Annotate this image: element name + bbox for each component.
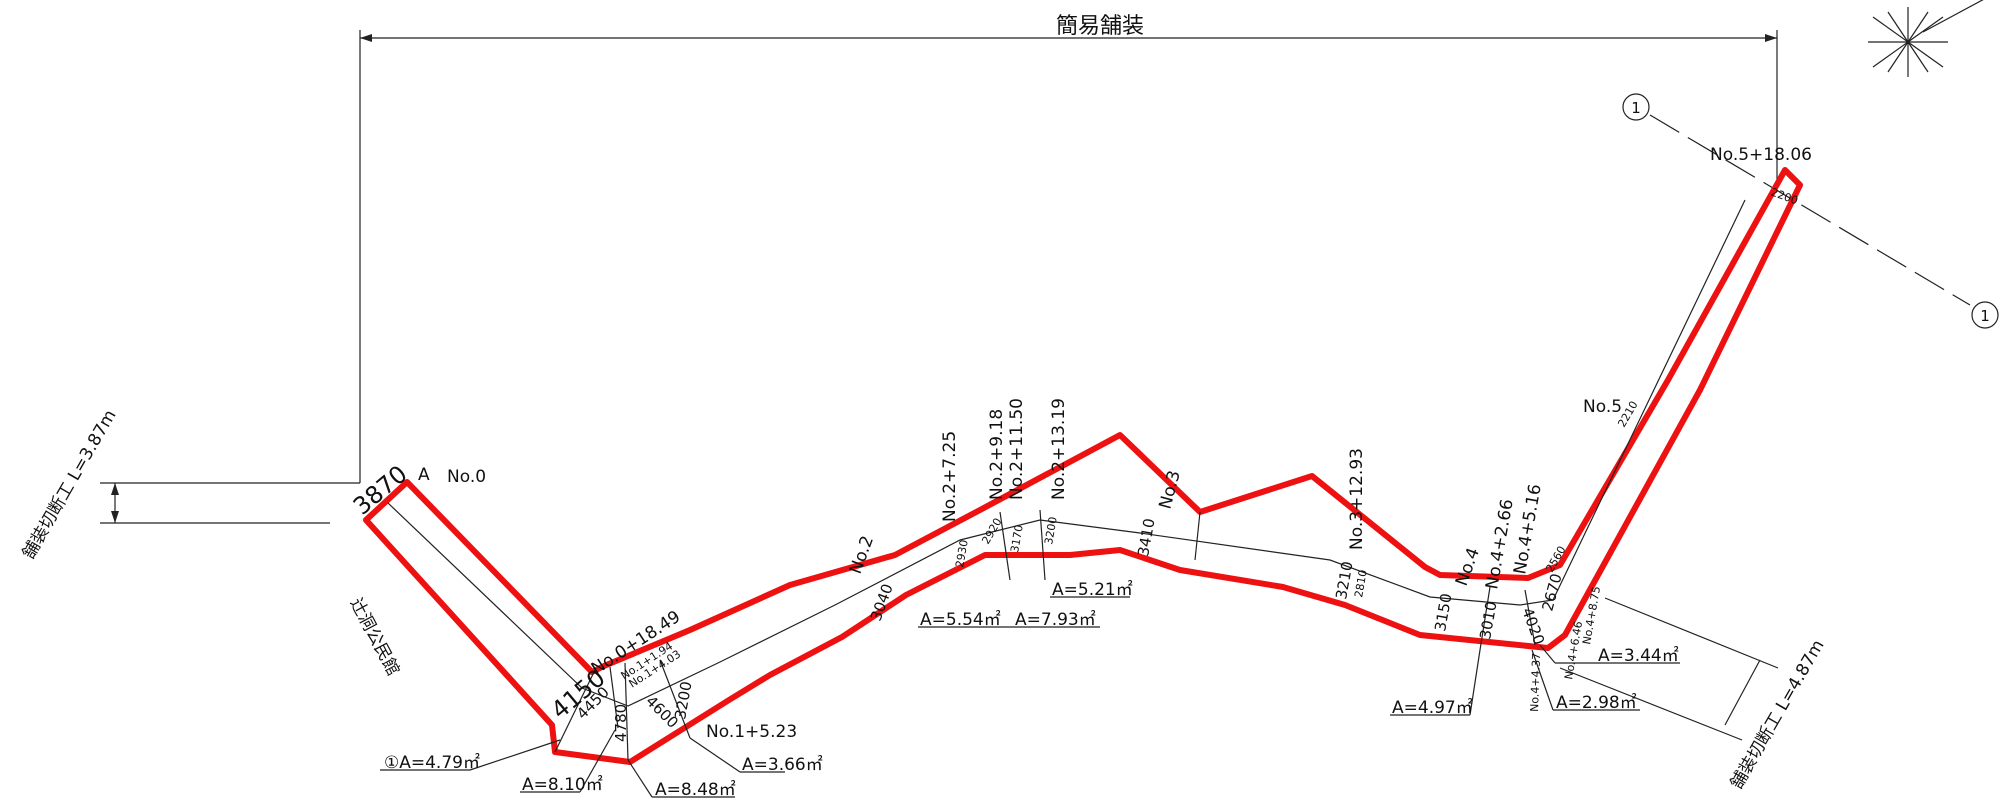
width-3170: 3170 <box>1008 524 1026 554</box>
station-no2: No.2 <box>846 533 878 577</box>
width-2930: 2930 <box>953 539 971 569</box>
area-5: A=5.54㎡ <box>920 610 1001 630</box>
width-3410: 3410 <box>1134 517 1158 558</box>
area-leaders <box>380 596 1680 798</box>
area-9: A=3.44㎡ <box>1598 646 1679 666</box>
width-3200b: 3200 <box>1042 516 1060 546</box>
area-2: A=8.10㎡ <box>522 775 603 795</box>
station-no4-516: No.4+5.16 <box>1510 483 1546 576</box>
building-label: 辻洞公民館 <box>346 595 404 679</box>
area-8: A=4.97㎡ <box>1392 698 1473 718</box>
area-6: A=7.93㎡ <box>1015 610 1096 630</box>
station-no4-437: No.4+4.37 <box>1528 653 1543 712</box>
point-a: A <box>418 465 430 485</box>
width-3200a: 3200 <box>671 680 695 721</box>
station-no5: No.5 <box>1583 397 1622 417</box>
pavement-boundary <box>363 167 1803 765</box>
left-cut-label: 舗装切断工 L=3.87m <box>19 407 121 563</box>
width-3150: 3150 <box>1431 592 1455 633</box>
section-line: 1 1 <box>1622 93 1999 329</box>
width-2920: 2920 <box>979 516 1004 547</box>
lane-lines <box>387 199 1746 707</box>
section-marker-bottom: 1 <box>1980 307 1990 325</box>
station-no4-875: No.4+8.75 <box>1580 585 1603 645</box>
area-1: ①A=4.79㎡ <box>384 753 480 773</box>
width-4780: 4780 <box>612 704 630 742</box>
station-no2-1319: No.2+13.19 <box>1049 398 1069 500</box>
width-3870: 3870 <box>348 460 413 521</box>
station-no4: No.4 <box>1452 545 1484 589</box>
width-3010: 3010 <box>1476 600 1500 641</box>
left-cut-dimension: 舗装切断工 L=3.87m <box>19 407 360 563</box>
station-no1-523: No.1+5.23 <box>706 722 797 742</box>
area-4: A=3.66㎡ <box>742 755 823 775</box>
station-no2-725: No.2+7.25 <box>940 431 960 522</box>
north-arrow-icon <box>1868 0 1984 77</box>
area-7: A=5.21㎡ <box>1052 580 1133 600</box>
station-no5-1806: No.5+18.06 <box>1710 145 1812 165</box>
section-lines <box>554 509 1536 761</box>
width-2810: 2810 <box>1352 569 1370 599</box>
station-no2-1150: No.2+11.50 <box>1007 398 1027 500</box>
area-3: A=8.48㎡ <box>655 780 736 800</box>
area-10: A=2.98㎡ <box>1556 693 1637 713</box>
width-4020: 4020 <box>1518 605 1548 647</box>
overall-dimension: 簡易舗装 <box>359 14 1778 483</box>
title-label: 簡易舗装 <box>1056 14 1144 39</box>
station-no3-1293: No.3+12.93 <box>1347 448 1367 550</box>
station-no2-918: No.2+9.18 <box>987 409 1007 500</box>
width-2670: 2670 <box>1538 571 1565 613</box>
station-no0: No.0 <box>447 467 486 487</box>
section-marker-top: 1 <box>1631 99 1641 117</box>
right-cut-label: 舗装切断工 L=4.87m <box>1727 637 1829 793</box>
